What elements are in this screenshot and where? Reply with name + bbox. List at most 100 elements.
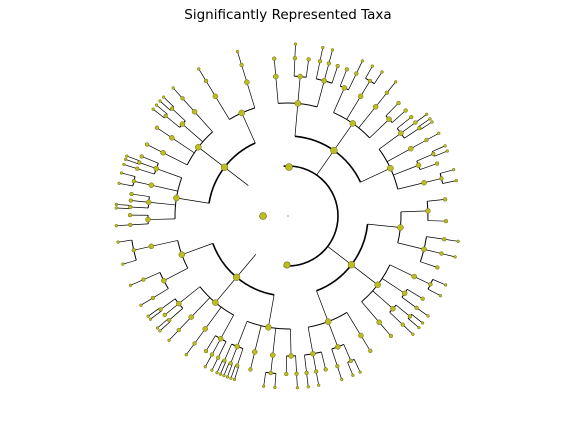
taxon-node (439, 176, 444, 181)
clade-branch (427, 199, 446, 202)
clade-branch (381, 278, 405, 294)
clade-branch (327, 246, 352, 265)
taxon-node (437, 131, 441, 135)
clade-branch (346, 312, 362, 336)
taxon-node (420, 321, 425, 325)
clade-branch (121, 172, 136, 177)
taxon-node (114, 206, 118, 210)
taxon-node (148, 182, 155, 188)
taxon-node (347, 261, 356, 269)
taxon-node (212, 93, 219, 100)
clade-branch (162, 152, 188, 166)
clade-branch (351, 264, 378, 286)
clade-branch (236, 321, 248, 347)
taxon-node (144, 142, 150, 147)
clade-branch (411, 314, 423, 324)
taxon-node (244, 79, 250, 85)
taxon-node (403, 108, 408, 113)
taxon-node (191, 109, 198, 115)
taxon-node (425, 208, 431, 214)
taxon-node (421, 246, 427, 253)
taxon-node (321, 45, 325, 50)
taxon-node (324, 318, 332, 325)
clade-branch (407, 288, 423, 299)
taxon-node (154, 103, 159, 107)
taxon-node (117, 181, 121, 186)
taxon-node (445, 149, 449, 153)
taxon-node (122, 162, 126, 167)
clade-branch (415, 114, 427, 123)
clade-branch (171, 108, 186, 122)
taxon-node (268, 370, 273, 376)
taxon-node (426, 314, 430, 318)
clade-branch (164, 303, 180, 316)
taxon-node (114, 224, 118, 228)
clade-branch (434, 150, 448, 157)
taxon-node (396, 100, 401, 106)
taxon-node (428, 117, 432, 121)
clade-branch (367, 223, 401, 228)
taxon-node (128, 198, 133, 203)
clade-branch (333, 123, 354, 151)
taxon-node (400, 322, 405, 327)
clade-branch (211, 357, 219, 371)
taxon-node (443, 219, 449, 224)
taxon-node (443, 283, 448, 287)
taxon-node (158, 329, 162, 333)
taxon-node (180, 96, 185, 101)
taxon-node (372, 104, 379, 110)
clade-branch (356, 60, 363, 74)
clade-branch (246, 82, 256, 109)
taxon-node (162, 312, 167, 318)
clade-branch (375, 92, 388, 108)
taxon-node (123, 157, 128, 162)
clade-branch (275, 76, 279, 104)
taxon-node (430, 120, 434, 124)
clade-branch (389, 312, 403, 325)
taxon-node (145, 216, 151, 223)
taxon-node (232, 377, 237, 382)
clade-branch (116, 204, 131, 206)
taxon-node (310, 351, 316, 357)
clade-branch (234, 366, 240, 380)
clade-branch (316, 150, 335, 176)
taxon-node (295, 386, 300, 390)
taxon-node (370, 64, 375, 68)
taxon-node (116, 240, 120, 244)
taxon-node (234, 343, 241, 350)
clade-branch (331, 348, 338, 367)
taxon-node (235, 49, 240, 54)
clade-branch (116, 207, 131, 209)
clade-branch (140, 297, 154, 306)
clade-branch (426, 132, 439, 141)
taxon-node (184, 353, 188, 357)
clade-branch (172, 87, 183, 99)
taxon-node (128, 204, 133, 210)
clade-branch (296, 373, 298, 388)
clade-branch (130, 206, 149, 209)
taxon-node (435, 265, 440, 270)
clade-branch (441, 253, 456, 258)
clade-branch (215, 277, 237, 303)
clade-branch (337, 365, 343, 380)
taxon-node (131, 179, 137, 184)
clade-branch (133, 245, 152, 251)
clade-branch (241, 112, 256, 144)
clade-branch (385, 102, 399, 117)
taxon-node (131, 248, 136, 253)
clade-branch (198, 146, 225, 168)
clade-branch (321, 351, 327, 370)
clade-branch (220, 314, 234, 339)
taxon-node (407, 145, 414, 152)
taxon-node (438, 294, 443, 298)
clade-branch (163, 96, 175, 108)
clade-branch (418, 118, 431, 128)
root-marker (287, 215, 289, 217)
clade-branch (339, 69, 348, 87)
clade-branch (130, 223, 149, 226)
clade-branch (220, 361, 227, 375)
taxon-node (229, 376, 233, 380)
taxon-node (273, 73, 279, 80)
clade-branch (270, 355, 274, 374)
taxon-node (397, 224, 404, 231)
